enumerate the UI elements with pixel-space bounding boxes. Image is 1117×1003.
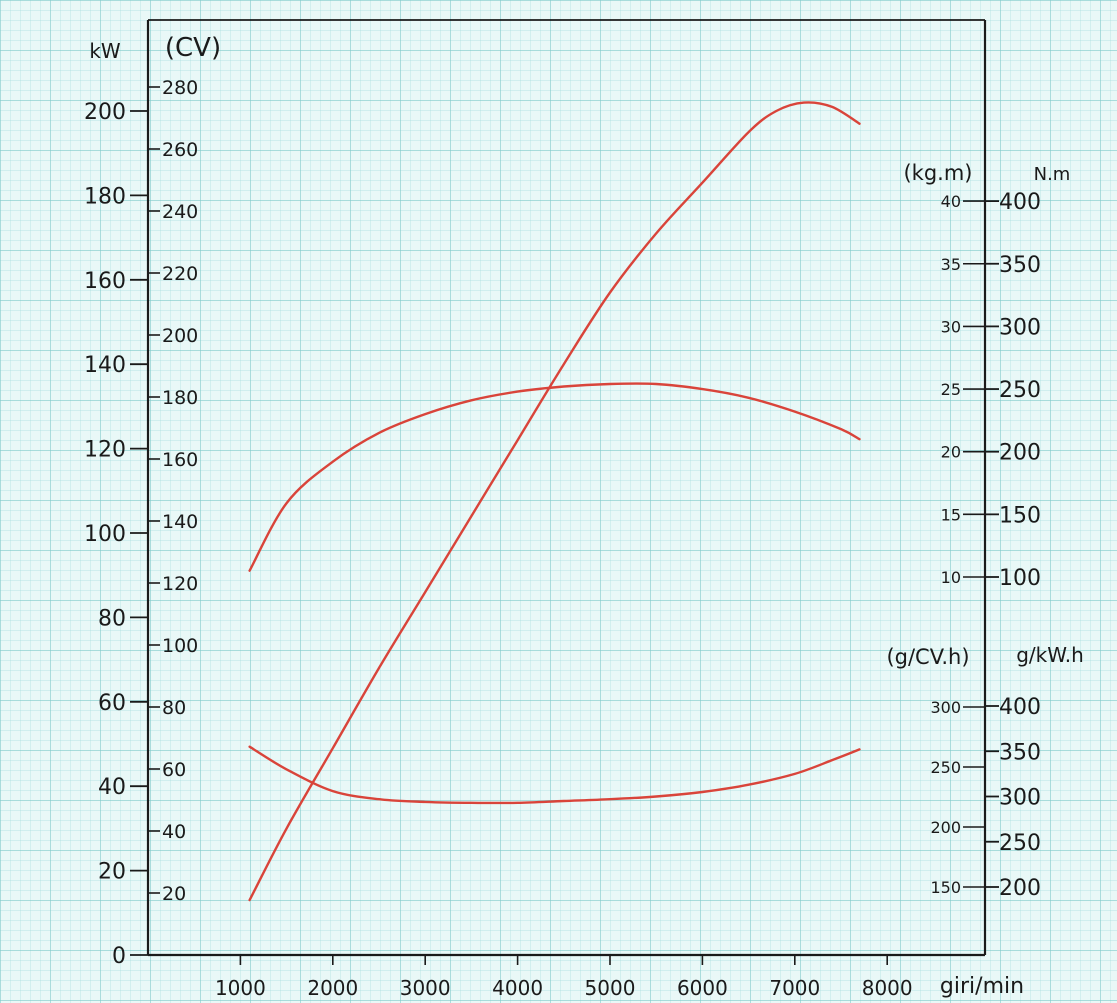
nm-tick-label: 100 xyxy=(999,566,1041,591)
cv-tick-label: 20 xyxy=(162,883,186,905)
kgm-tick-label: 40 xyxy=(941,192,961,211)
kgm-tick-label: 35 xyxy=(941,255,961,274)
kgm-tick-label: 15 xyxy=(941,505,961,524)
kw-unit-label: kW xyxy=(89,39,121,63)
x-tick-label: 3000 xyxy=(400,976,451,1000)
x-tick-label: 2000 xyxy=(307,976,358,1000)
kw-tick-label: 60 xyxy=(98,691,126,716)
g-cvh-tick-label: 300 xyxy=(930,698,961,717)
x-tick-label: 8000 xyxy=(862,976,913,1000)
nm-tick-label: 400 xyxy=(999,190,1041,215)
cv-tick-label: 240 xyxy=(162,201,198,223)
x-tick-label: 1000 xyxy=(215,976,266,1000)
g-kwh-unit-label: g/kW.h xyxy=(1016,643,1084,667)
fuel-consumption-curve xyxy=(248,745,861,805)
x-axis-label: giri/min xyxy=(940,974,1024,999)
kw-tick-label: 140 xyxy=(84,353,126,378)
g-cvh-tick-label: 250 xyxy=(930,758,961,777)
g-cvh-tick-label: 150 xyxy=(930,878,961,897)
kw-tick-label: 100 xyxy=(84,522,126,547)
nm-tick-label: 150 xyxy=(999,503,1041,528)
cv-tick-label: 80 xyxy=(162,697,186,719)
kw-tick-label: 0 xyxy=(112,944,126,969)
g-cvh-unit-label: (g/CV.h) xyxy=(886,645,969,669)
cv-tick-label: 60 xyxy=(162,759,186,781)
cv-unit-label: (CV) xyxy=(165,33,221,63)
cv-tick-label: 280 xyxy=(162,77,198,99)
cv-tick-label: 180 xyxy=(162,387,198,409)
nm-unit-label: N.m xyxy=(1034,164,1071,185)
nm-tick-label: 350 xyxy=(999,253,1041,278)
cv-tick-label: 260 xyxy=(162,139,198,161)
labels-layer: 0 20 40 60 80 100 120 140 160 180 200 kW 20 40 60 80 100… xyxy=(84,33,1084,1000)
x-tick-label: 7000 xyxy=(769,976,820,1000)
kgm-tick-label: 20 xyxy=(941,443,961,462)
kw-tick-label: 20 xyxy=(98,860,126,885)
g-kwh-tick-label: 350 xyxy=(999,740,1041,765)
cv-tick-label: 200 xyxy=(162,325,198,347)
cv-tick-label: 140 xyxy=(162,511,198,533)
power-curve xyxy=(248,101,861,902)
cv-tick-label: 100 xyxy=(162,635,198,657)
g-kwh-tick-label: 300 xyxy=(999,786,1041,811)
cv-tick-label: 40 xyxy=(162,821,186,843)
kw-tick-label: 80 xyxy=(98,606,126,631)
kw-tick-label: 160 xyxy=(84,269,126,294)
g-kwh-tick-label: 400 xyxy=(999,695,1041,720)
kw-tick-label: 40 xyxy=(98,775,126,800)
x-tick-label: 4000 xyxy=(492,976,543,1000)
kw-tick-label: 200 xyxy=(84,100,126,125)
kw-tick-label: 180 xyxy=(84,184,126,209)
curves-layer xyxy=(248,101,861,902)
nm-tick-label: 200 xyxy=(999,441,1041,466)
kgm-tick-label: 25 xyxy=(941,380,961,399)
x-tick-label: 6000 xyxy=(677,976,728,1000)
axes-layer xyxy=(130,19,999,965)
g-kwh-tick-label: 200 xyxy=(999,876,1041,901)
cv-tick-label: 120 xyxy=(162,573,198,595)
nm-tick-label: 250 xyxy=(999,378,1041,403)
kw-tick-label: 120 xyxy=(84,438,126,463)
cv-tick-label: 220 xyxy=(162,263,198,285)
kgm-unit-label: (kg.m) xyxy=(903,161,972,185)
cv-tick-label: 160 xyxy=(162,449,198,471)
kgm-tick-label: 30 xyxy=(941,317,961,336)
nm-tick-label: 300 xyxy=(999,315,1041,340)
torque-curve xyxy=(248,382,861,572)
kgm-tick-label: 10 xyxy=(941,568,961,587)
x-tick-label: 5000 xyxy=(585,976,636,1000)
g-kwh-tick-label: 250 xyxy=(999,831,1041,856)
g-cvh-tick-label: 200 xyxy=(930,818,961,837)
